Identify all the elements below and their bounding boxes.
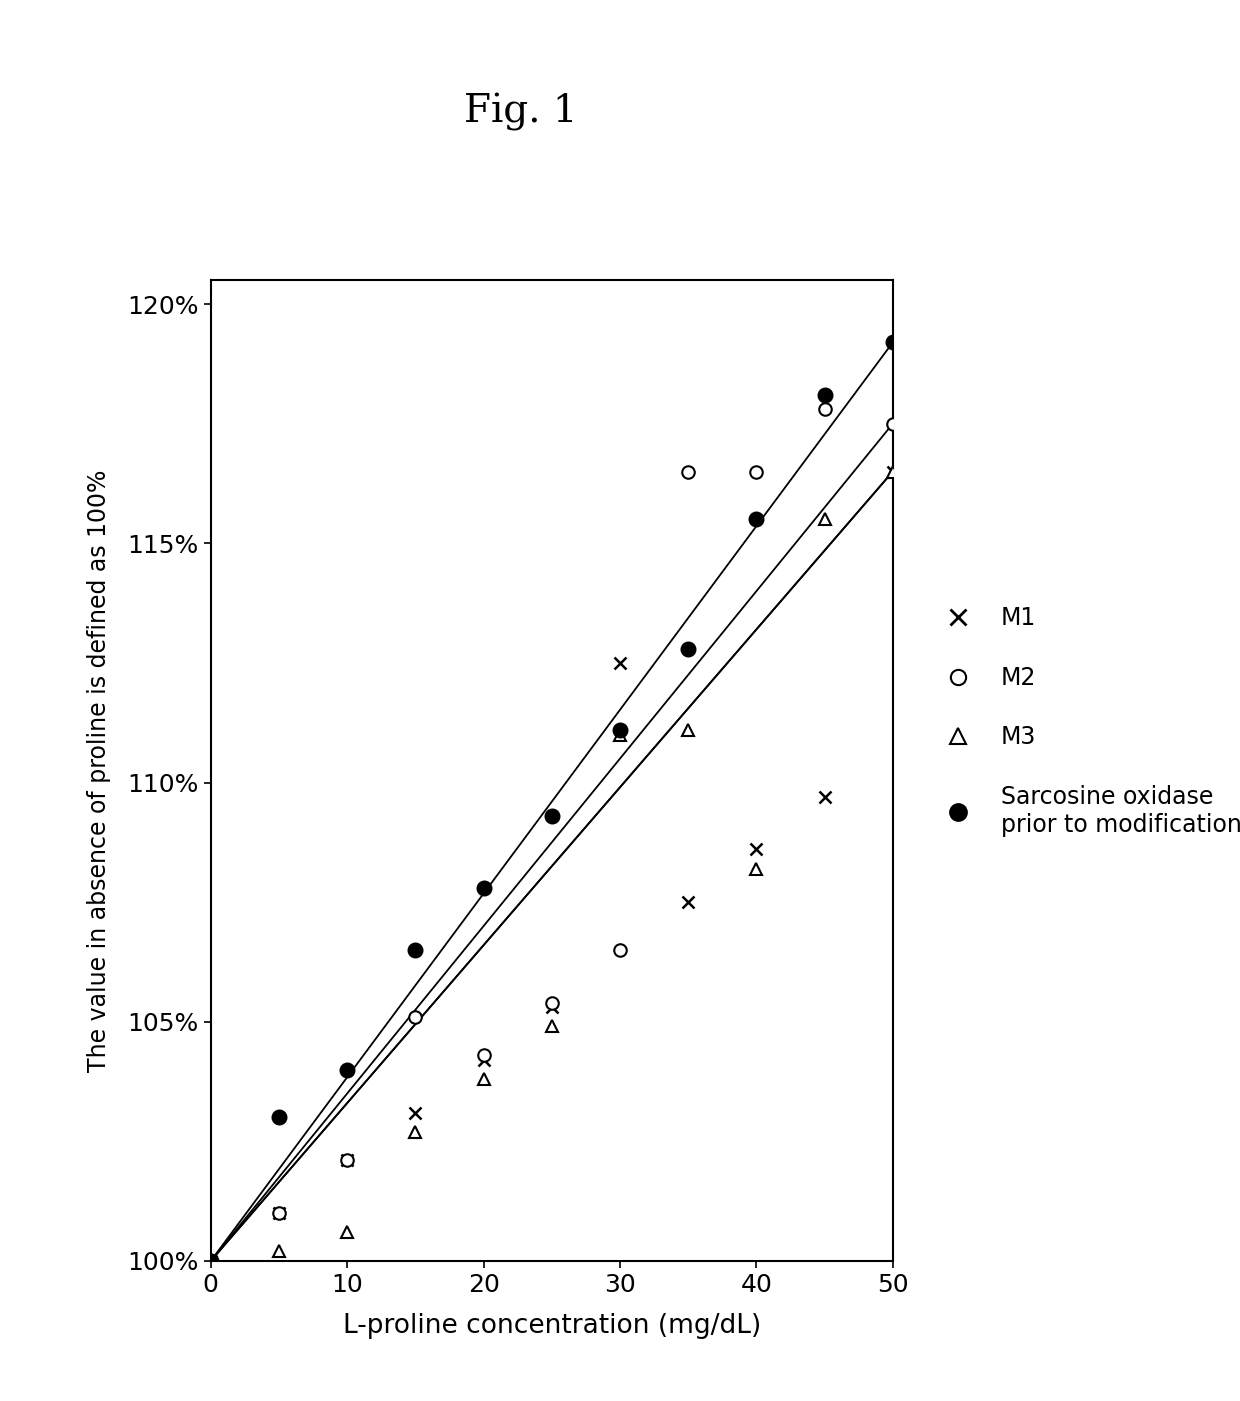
X-axis label: L-proline concentration (mg/dL): L-proline concentration (mg/dL) [342,1313,761,1339]
Y-axis label: The value in absence of proline is defined as 100%: The value in absence of proline is defin… [87,469,110,1072]
Legend: M1, M2, M3, Sarcosine oxidase
prior to modification: M1, M2, M3, Sarcosine oxidase prior to m… [925,597,1240,846]
Text: Fig. 1: Fig. 1 [464,92,578,132]
